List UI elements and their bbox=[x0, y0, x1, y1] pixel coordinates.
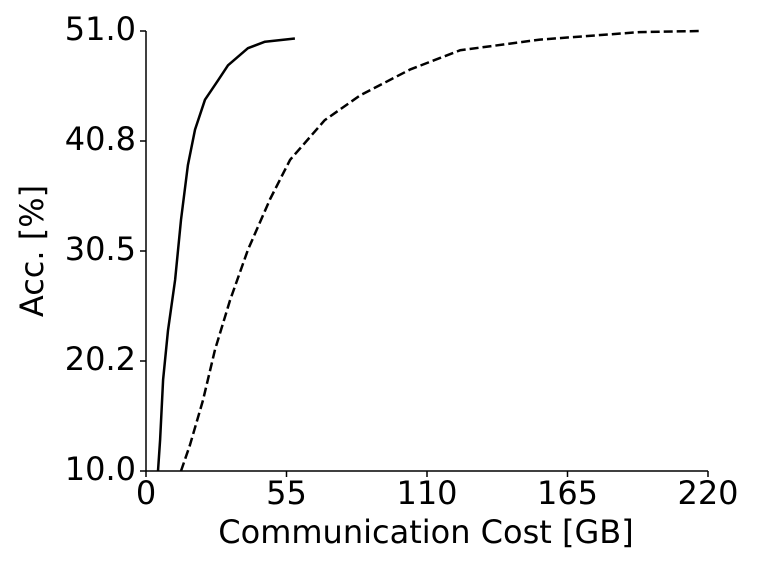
series-line bbox=[179, 29, 701, 472]
x-tick-label: 165 bbox=[537, 474, 598, 512]
y-tick-label: 30.5 bbox=[65, 230, 136, 268]
y-axis-label: Acc. [%] bbox=[13, 185, 51, 317]
x-tick-label: 55 bbox=[266, 474, 307, 512]
y-tick-label: 10.0 bbox=[65, 450, 136, 488]
series-line bbox=[156, 37, 296, 472]
x-tick-label: 0 bbox=[136, 474, 156, 512]
x-tick-label: 220 bbox=[677, 474, 738, 512]
y-tick-label: 20.2 bbox=[65, 340, 136, 378]
x-axis-label: Communication Cost [GB] bbox=[218, 513, 633, 551]
x-tick-label: 110 bbox=[396, 474, 457, 512]
y-tick-label: 40.8 bbox=[65, 120, 136, 158]
y-tick-label: 51.0 bbox=[65, 10, 136, 48]
